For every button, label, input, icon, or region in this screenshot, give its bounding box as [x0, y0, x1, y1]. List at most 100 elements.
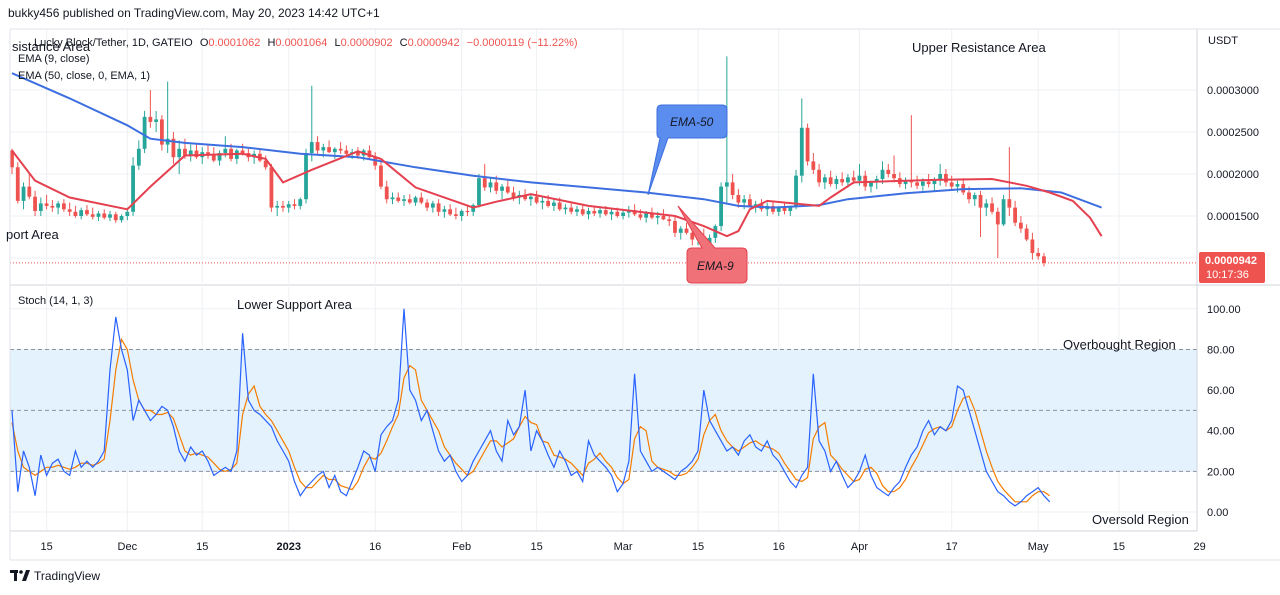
ema9-callout: EMA-9: [677, 205, 748, 284]
legend-ema-fast[interactable]: EMA (9, close): [18, 53, 90, 65]
candle-body: [949, 182, 954, 187]
candle-body: [580, 209, 585, 215]
publisher-note: bukky456 published on TradingView.com, M…: [8, 6, 380, 20]
candle-body: [828, 177, 833, 185]
candle-body: [304, 153, 308, 200]
tradingview-logo-icon: [10, 570, 30, 581]
candle-body: [955, 184, 960, 187]
lower-support-label: Lower Support Area: [237, 297, 353, 312]
candle-body: [1013, 207, 1018, 223]
legend-ema-slow[interactable]: EMA (50, close, 0, EMA, 1): [18, 70, 150, 82]
stoch-tick-label: 20.00: [1207, 466, 1235, 478]
candle-body: [33, 196, 37, 211]
candle-body: [436, 203, 441, 212]
candle-body: [119, 216, 124, 221]
tradingview-brand: TradingView: [34, 569, 101, 583]
legend-open-label: O: [200, 37, 209, 49]
time-tick-label: 17: [946, 541, 958, 553]
candle-body: [454, 214, 458, 216]
candle-body: [915, 182, 920, 186]
candle-body: [125, 211, 130, 216]
candle-body: [379, 165, 383, 187]
candle-body: [799, 127, 804, 176]
candle-body: [742, 199, 747, 203]
candle-body: [598, 210, 602, 214]
candle-body: [592, 210, 597, 214]
candle-body: [1030, 239, 1035, 253]
stoch-tick-label: 40.00: [1207, 426, 1235, 438]
candle-body: [500, 186, 504, 191]
candle-body: [552, 202, 556, 206]
stoch-k-line: [11, 308, 1051, 507]
candle-body: [148, 116, 153, 122]
candle-body: [505, 186, 510, 193]
tradingview-footer[interactable]: TradingView: [10, 569, 100, 583]
time-tick-label: 15: [692, 541, 704, 553]
candle-body: [56, 203, 61, 208]
candle-body: [782, 207, 787, 211]
candle-body: [886, 169, 891, 174]
candle-body: [194, 150, 199, 158]
time-tick-label: Dec: [118, 541, 138, 553]
candle-body: [263, 160, 268, 168]
candle-body: [621, 212, 625, 216]
svg-text:Lucky Block/Tether, 1D, GATEIO: Lucky Block/Tether, 1D, GATEIO O0.000106…: [34, 37, 578, 49]
candle-body: [407, 199, 412, 203]
candle-body: [1018, 222, 1023, 229]
candle-body: [338, 148, 343, 151]
candle-body: [281, 205, 285, 208]
candle-body: [332, 148, 337, 153]
candle-body: [240, 150, 245, 153]
candle-body: [972, 195, 977, 200]
legend-symbol: Lucky Block/Tether, 1D, GATEIO: [34, 37, 193, 49]
candle-body: [356, 152, 360, 156]
last-price-label: 0.0000942: [1205, 255, 1257, 267]
time-tick-label: 15: [196, 541, 208, 553]
candle-body: [477, 178, 481, 206]
time-axis[interactable]: 15 Dec 15 2023 16 Feb 15 Mar 15 16 Apr 17 May 15 29: [40, 541, 1205, 553]
candle-body: [638, 214, 643, 218]
candle-body: [154, 119, 159, 122]
oversold-label: Oversold Region: [1092, 512, 1189, 527]
candle-body: [142, 116, 147, 149]
candle-body: [61, 203, 66, 210]
stoch-title[interactable]: Stoch (14, 1, 3): [18, 295, 93, 307]
time-tick-label: Apr: [851, 541, 868, 553]
candle-body: [442, 209, 447, 212]
candle-body: [990, 203, 994, 212]
price-tick-label: 0.0002000: [1207, 169, 1259, 181]
candle-body: [869, 182, 873, 187]
time-tick-label: 2023: [276, 541, 300, 553]
stoch-tick-label: 0.00: [1207, 507, 1228, 519]
candle-body: [840, 179, 845, 183]
candle-body: [448, 209, 453, 215]
candle-body: [223, 148, 228, 153]
countdown-label: 10:17:36: [1206, 269, 1249, 281]
price-axis[interactable]: 0.0003000 0.0002500 0.0002000 0.0001500 0.00…: [1207, 85, 1259, 265]
candle-body: [794, 175, 798, 206]
candle-body: [396, 197, 401, 201]
candle-body: [546, 200, 551, 206]
stoch-axis[interactable]: 100.00 80.00 60.00 40.00 20.00 0.00: [1207, 304, 1241, 519]
price-tick-label: 0.0001500: [1207, 211, 1259, 223]
candle-body: [1042, 256, 1046, 264]
candle-body: [511, 192, 516, 198]
candle-body: [459, 210, 464, 216]
legend-low-label: L: [334, 37, 340, 49]
candle-body: [465, 210, 470, 212]
candle-body: [321, 147, 326, 151]
price-legend[interactable]: Lucky Block/Tether, 1D, GATEIO O0.000106…: [18, 37, 578, 82]
candle-body: [430, 203, 435, 208]
candle-body: [534, 196, 539, 203]
ema50-callout: EMA-50: [647, 104, 728, 196]
candle-body: [327, 147, 331, 153]
candle-body: [995, 211, 1000, 225]
candle-body: [44, 203, 49, 206]
candle-body: [805, 127, 810, 162]
candle-body: [724, 182, 729, 187]
candle-body: [73, 211, 78, 216]
candle-body: [944, 174, 948, 183]
time-tick-label: 15: [40, 541, 52, 553]
legend-change: −0.0000119 (−11.22%): [467, 37, 578, 49]
